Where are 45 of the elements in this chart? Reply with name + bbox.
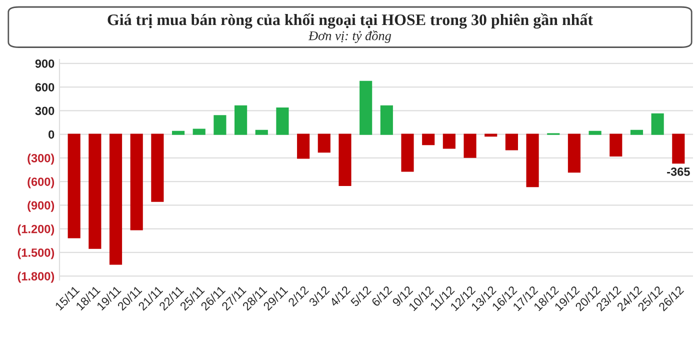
y-tick-label: (300) [28, 154, 54, 165]
x-tick-label: 3/12 [308, 285, 330, 307]
y-tick-label: 900 [35, 59, 54, 68]
bar [255, 130, 268, 135]
bar [610, 134, 622, 156]
bar [297, 134, 310, 159]
y-tick-label: (1.200) [18, 224, 54, 236]
bar [234, 105, 248, 135]
bar [422, 134, 435, 146]
bar [318, 134, 330, 153]
x-tick-label: 4/12 [328, 285, 351, 308]
x-tick-label: 6/12 [370, 285, 392, 307]
chart-subtitle: Đơn vị: tỷ đồng [308, 30, 392, 43]
bar [505, 134, 518, 150]
bar [68, 134, 80, 238]
bar [88, 134, 102, 249]
y-tick-label: (1.800) [18, 272, 54, 283]
bar [130, 134, 143, 230]
y-tick-label: (600) [28, 177, 54, 188]
bar [172, 130, 185, 135]
bar [360, 80, 372, 135]
bar [568, 134, 581, 173]
bar [464, 134, 476, 158]
bar [109, 134, 122, 265]
bar [526, 134, 539, 188]
y-tick-label: 0 [48, 130, 54, 139]
y-tick-label: 600 [35, 83, 54, 92]
chart-title: Giá trị mua bán ròng của khối ngoại tại HOSE trong 30 phiên gần nhất [108, 13, 593, 29]
bar [651, 113, 664, 135]
y-tick-label: 300 [35, 106, 54, 116]
bar [151, 134, 164, 202]
bar [192, 128, 206, 135]
bar [214, 115, 226, 135]
y-tick-label: (900) [28, 200, 54, 212]
bar [401, 134, 414, 172]
y-tick-label: (1.500) [18, 248, 54, 260]
bar [338, 134, 352, 186]
bar [630, 130, 644, 135]
x-tick-label: 5/12 [350, 285, 372, 307]
bar [380, 105, 393, 135]
bar [672, 134, 685, 164]
data-label: -365 [667, 168, 690, 176]
bar [442, 134, 456, 149]
bar [588, 130, 602, 135]
bar [276, 107, 289, 135]
